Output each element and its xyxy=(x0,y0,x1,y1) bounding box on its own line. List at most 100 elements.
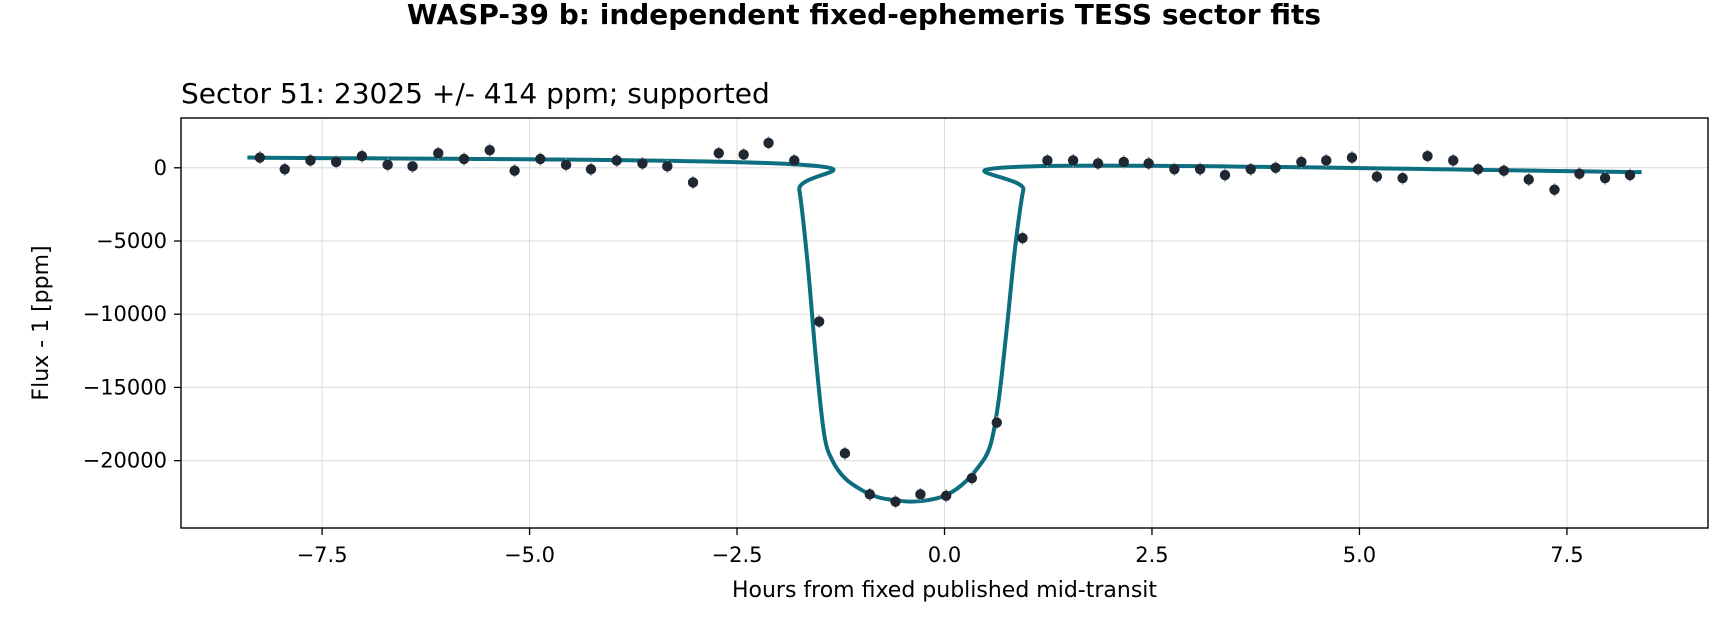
data-marker xyxy=(915,489,926,500)
data-point xyxy=(1574,167,1585,181)
data-marker xyxy=(1017,232,1028,244)
data-point xyxy=(991,415,1002,430)
data-point xyxy=(1624,168,1636,182)
data-point xyxy=(1118,155,1129,169)
data-marker xyxy=(1574,168,1585,179)
data-marker xyxy=(1270,162,1281,173)
x-tick-label: 7.5 xyxy=(1550,543,1583,567)
data-point xyxy=(1092,156,1104,170)
data-marker xyxy=(991,417,1002,428)
data-marker xyxy=(1194,164,1206,175)
data-marker xyxy=(1321,155,1332,166)
data-point xyxy=(839,446,851,460)
data-marker xyxy=(1472,164,1484,175)
data-point xyxy=(1017,231,1028,245)
y-tick-label: −10000 xyxy=(83,302,167,326)
data-marker xyxy=(1498,165,1510,176)
grid xyxy=(181,118,1708,528)
data-point xyxy=(254,150,266,165)
data-point xyxy=(864,487,876,501)
data-marker xyxy=(1397,172,1408,184)
x-tick-label: 5.0 xyxy=(1343,543,1376,567)
data-marker xyxy=(966,473,978,484)
model-layer xyxy=(247,155,1642,504)
data-marker xyxy=(864,489,876,500)
x-tick-label: 0.0 xyxy=(928,543,961,567)
data-point xyxy=(1523,172,1534,187)
data-marker xyxy=(1118,156,1129,168)
model-curve xyxy=(247,155,1642,504)
axes-title: Sector 51: 23025 +/- 414 ppm; supported xyxy=(181,77,770,110)
data-marker xyxy=(1549,184,1560,195)
data-point xyxy=(484,143,495,157)
data-point xyxy=(940,489,952,503)
y-tick-label: −15000 xyxy=(83,375,167,399)
data-point xyxy=(789,153,800,168)
data-marker xyxy=(382,159,393,171)
data-point xyxy=(1599,171,1611,185)
data-marker xyxy=(940,490,952,501)
data-marker xyxy=(662,161,673,172)
data-marker xyxy=(687,177,699,188)
data-marker xyxy=(356,150,368,162)
data-marker xyxy=(1599,172,1611,184)
data-point xyxy=(763,136,774,150)
data-marker xyxy=(890,496,901,507)
y-axis-label: Flux - 1 [ppm] xyxy=(29,245,54,400)
data-point xyxy=(662,159,673,173)
data-marker xyxy=(254,152,266,163)
data-marker xyxy=(1346,152,1358,163)
data-point xyxy=(1245,162,1256,176)
points-layer xyxy=(254,136,1636,509)
data-marker xyxy=(789,155,800,166)
x-tick-label: −5.0 xyxy=(504,543,555,567)
data-marker xyxy=(637,158,648,169)
data-marker xyxy=(1624,169,1636,181)
data-point xyxy=(279,162,290,176)
data-point xyxy=(1371,169,1383,184)
data-marker xyxy=(1296,156,1307,168)
data-marker xyxy=(1448,155,1459,166)
data-marker xyxy=(330,156,342,168)
data-marker xyxy=(1245,164,1256,175)
data-point xyxy=(915,487,926,501)
data-marker xyxy=(738,149,749,160)
data-point xyxy=(330,155,342,169)
x-tick-label: −7.5 xyxy=(297,543,348,567)
x-tick-label: −2.5 xyxy=(712,543,763,567)
data-point xyxy=(407,159,418,173)
data-point xyxy=(813,314,825,329)
data-point xyxy=(1448,153,1459,168)
data-marker xyxy=(1422,150,1433,162)
data-point xyxy=(1472,162,1484,176)
data-point xyxy=(560,158,572,172)
data-point xyxy=(433,146,444,160)
data-marker xyxy=(585,164,597,175)
data-point xyxy=(966,471,978,485)
data-marker xyxy=(560,159,572,171)
data-marker xyxy=(1169,164,1180,175)
data-point xyxy=(1321,153,1332,168)
data-marker xyxy=(1067,155,1079,166)
x-tick-label: 2.5 xyxy=(1135,543,1168,567)
data-point xyxy=(1270,161,1281,175)
data-marker xyxy=(1042,155,1053,166)
x-axis: −7.5 −5.0 −2.5 0.0 2.5 5.0 7.5 xyxy=(297,528,1584,567)
x-axis-label: Hours from fixed published mid-transit xyxy=(732,578,1157,603)
data-point xyxy=(458,152,470,166)
data-marker xyxy=(1092,158,1104,169)
data-point xyxy=(356,149,368,163)
data-point xyxy=(637,156,648,170)
data-marker xyxy=(1523,174,1534,185)
data-marker xyxy=(509,165,520,176)
data-marker xyxy=(458,153,470,165)
data-marker xyxy=(305,155,316,166)
data-marker xyxy=(407,161,418,172)
data-point xyxy=(1397,171,1408,185)
data-marker xyxy=(279,164,290,175)
data-marker xyxy=(1371,171,1383,182)
data-marker xyxy=(1143,158,1154,169)
data-point xyxy=(611,153,622,168)
data-point xyxy=(1042,153,1053,168)
